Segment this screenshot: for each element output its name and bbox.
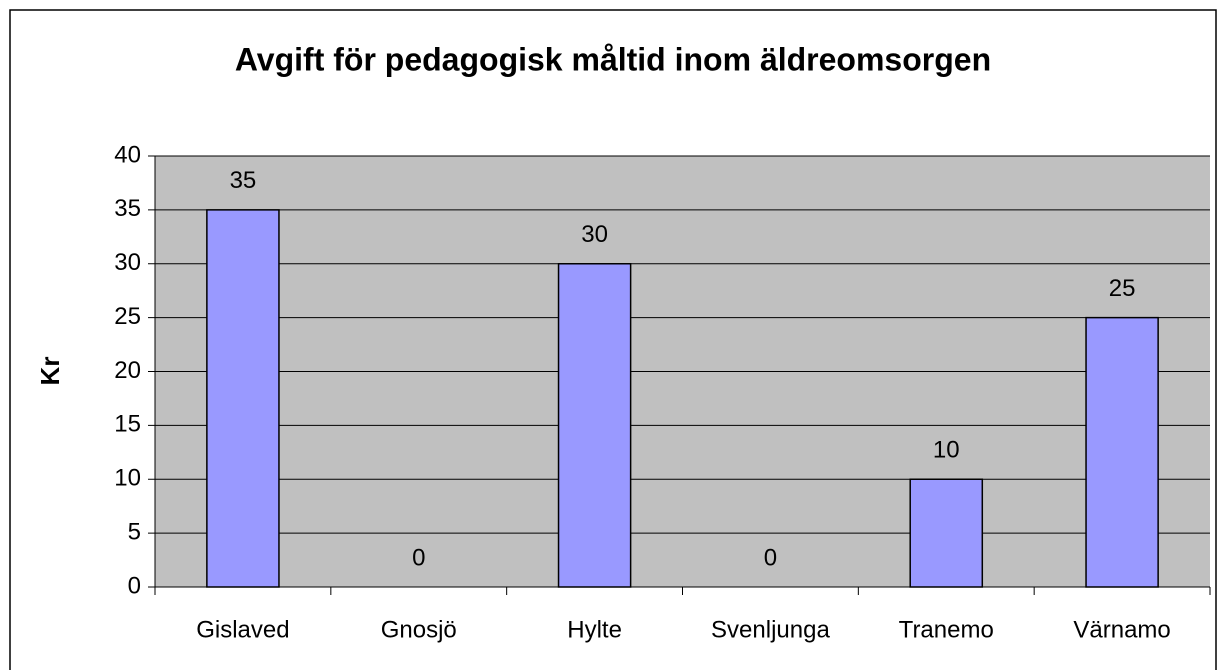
x-tick-label: Svenljunga xyxy=(711,616,830,643)
y-tick-label: 5 xyxy=(128,518,141,545)
y-tick-label: 10 xyxy=(114,465,141,492)
y-tick-label: 25 xyxy=(114,303,141,330)
chart-title: Avgift för pedagogisk måltid inom äldreo… xyxy=(235,41,991,77)
y-tick-label: 30 xyxy=(114,249,141,276)
bar xyxy=(909,478,984,588)
y-tick-label: 40 xyxy=(114,141,141,168)
data-label: 0 xyxy=(412,544,425,571)
data-label: 0 xyxy=(764,544,777,571)
bar xyxy=(1085,316,1159,588)
x-tick-label: Tranemo xyxy=(899,616,994,643)
data-label: 35 xyxy=(230,167,257,194)
data-label: 30 xyxy=(581,221,608,248)
y-tick-label: 35 xyxy=(114,195,141,222)
x-tick-label: Värnamo xyxy=(1073,616,1170,643)
y-tick-label: 20 xyxy=(114,357,141,384)
x-tick-label: Gislaved xyxy=(196,616,289,643)
data-label: 10 xyxy=(933,437,960,464)
y-tick-label: 0 xyxy=(128,572,141,599)
y-tick-label: 15 xyxy=(114,411,141,438)
x-tick-label: Gnosjö xyxy=(381,616,457,643)
y-axis-label: Kr xyxy=(35,357,65,386)
data-label: 25 xyxy=(1109,275,1136,302)
bar xyxy=(557,263,632,588)
x-tick-label: Hylte xyxy=(567,616,622,643)
bar xyxy=(206,209,280,588)
